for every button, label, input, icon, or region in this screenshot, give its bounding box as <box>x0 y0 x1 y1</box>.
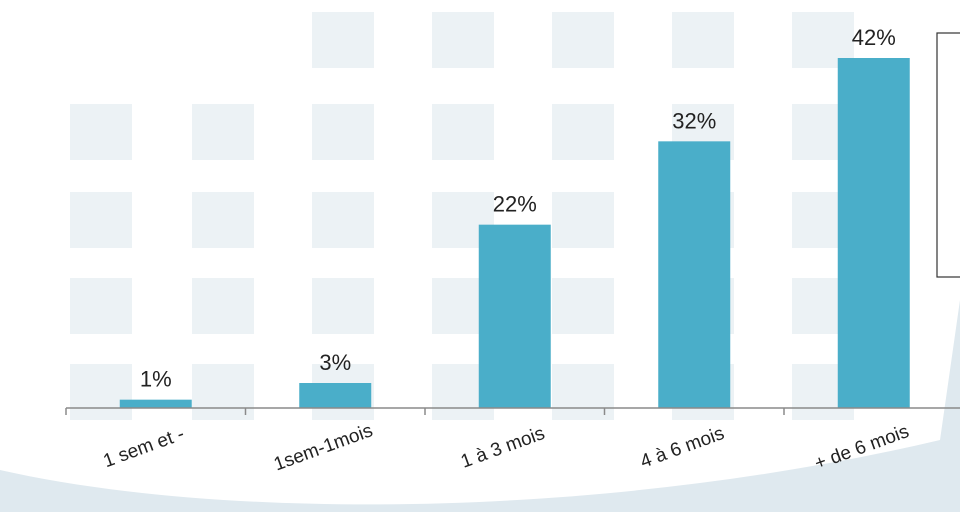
x-tick-label: 1sem-1mois <box>271 420 375 475</box>
bar <box>837 58 910 408</box>
bar <box>299 383 372 408</box>
x-tick-label: 1 à 3 mois <box>458 423 548 473</box>
x-ticks-group <box>65 408 785 415</box>
background-tile <box>672 12 734 68</box>
data-label: 42% <box>852 25 896 50</box>
background-tile <box>192 364 254 420</box>
background-tile <box>552 364 614 420</box>
bar <box>119 399 192 408</box>
background-tile <box>552 278 614 334</box>
background-tile <box>70 278 132 334</box>
x-tick-label: 4 à 6 mois <box>638 423 728 473</box>
x-tick-labels-group: 1 sem et - 1sem-1mois 1 à 3 mois 4 à 6 mois… <box>101 420 912 475</box>
value-labels-group: 1% 3% 22% 32% 42% <box>140 25 896 392</box>
x-tick-label: 1 sem et - <box>101 424 188 473</box>
background-tile <box>192 104 254 160</box>
background-tile <box>312 104 374 160</box>
background-tile <box>552 12 614 68</box>
background-tile <box>432 104 494 160</box>
background-tile <box>432 12 494 68</box>
bar <box>478 224 551 408</box>
data-label: 32% <box>672 108 716 133</box>
background-tile <box>312 278 374 334</box>
background-tile <box>70 104 132 160</box>
background-tile <box>312 12 374 68</box>
background-tile <box>192 192 254 248</box>
background-tile <box>552 104 614 160</box>
background-wave <box>0 300 960 512</box>
bar <box>658 141 731 409</box>
data-label: 22% <box>493 192 537 217</box>
background-tile <box>70 192 132 248</box>
legend-box <box>936 32 960 278</box>
background-tile <box>312 192 374 248</box>
data-label: 1% <box>140 367 172 392</box>
data-label: 3% <box>319 350 351 375</box>
background-tile <box>70 364 132 420</box>
background-tile <box>552 192 614 248</box>
bars-group <box>119 58 910 409</box>
background-tile <box>192 278 254 334</box>
